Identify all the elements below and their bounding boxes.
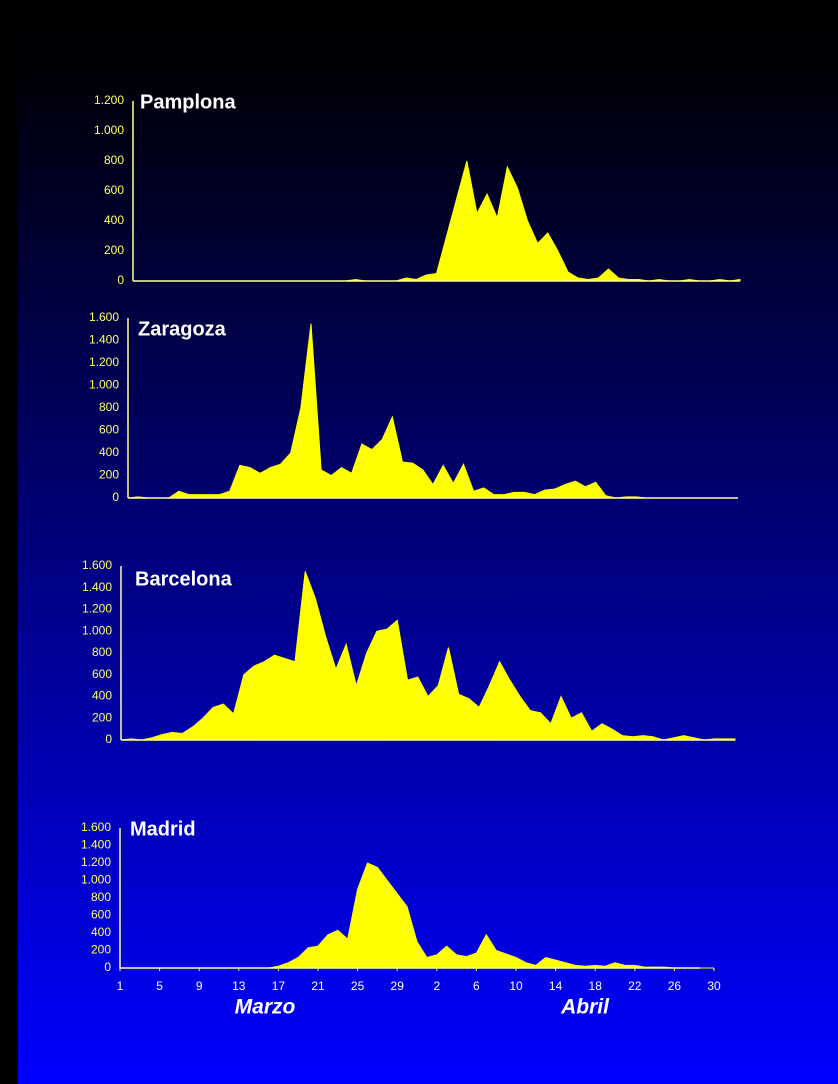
y-tick-label: 400: [104, 213, 124, 227]
y-tick-label: 1.600: [82, 558, 112, 572]
y-tick-label: 0: [104, 960, 111, 974]
y-tick-label: 0: [117, 273, 124, 287]
chart-title: Pamplona: [140, 91, 236, 113]
y-tick-label: 1.600: [81, 820, 111, 834]
y-tick-label: 1.000: [81, 873, 111, 887]
y-tick-label: 600: [99, 423, 119, 437]
x-tick-label: 6: [473, 979, 480, 993]
y-tick-label: 800: [99, 400, 119, 414]
x-tick-label: 18: [589, 979, 603, 993]
y-tick-label: 1.000: [82, 623, 112, 637]
x-tick-label: 1: [117, 979, 124, 993]
y-tick-label: 1.600: [89, 310, 119, 324]
x-tick-label: 26: [668, 979, 682, 993]
y-tick-label: 800: [92, 645, 112, 659]
y-tick-label: 0: [112, 490, 119, 504]
y-tick-label: 1.200: [81, 855, 111, 869]
y-tick-label: 1.000: [89, 378, 119, 392]
month-label: Marzo: [235, 996, 296, 1019]
y-tick-label: 200: [99, 468, 119, 482]
y-tick-label: 800: [91, 890, 111, 904]
left-border: [0, 0, 18, 1084]
x-tick-label: 30: [707, 979, 721, 993]
month-label: Abril: [560, 996, 610, 1019]
x-tick-label: 22: [628, 979, 642, 993]
x-tick-label: 5: [156, 979, 163, 993]
y-tick-label: 200: [91, 943, 111, 957]
x-tick-label: 9: [196, 979, 203, 993]
x-tick-label: 13: [232, 979, 246, 993]
y-tick-label: 400: [92, 689, 112, 703]
y-tick-label: 200: [92, 710, 112, 724]
x-tick-label: 14: [549, 979, 563, 993]
background: [18, 0, 838, 1084]
x-tick-label: 29: [391, 979, 405, 993]
x-tick-label: 10: [509, 979, 523, 993]
y-tick-label: 1.200: [94, 93, 124, 107]
y-tick-label: 400: [91, 925, 111, 939]
x-tick-label: 21: [311, 979, 325, 993]
y-tick-label: 600: [91, 908, 111, 922]
chart-title: Barcelona: [135, 568, 233, 590]
x-tick-label: 17: [272, 979, 286, 993]
y-tick-label: 600: [92, 667, 112, 681]
y-tick-label: 400: [99, 445, 119, 459]
y-tick-label: 1.400: [81, 838, 111, 852]
y-tick-label: 1.400: [89, 333, 119, 347]
y-tick-label: 0: [105, 732, 112, 746]
y-tick-label: 600: [104, 183, 124, 197]
x-tick-label: 25: [351, 979, 365, 993]
area: [120, 571, 736, 741]
y-tick-label: 800: [104, 153, 124, 167]
chart-title: Madrid: [130, 818, 196, 840]
y-tick-label: 1.400: [82, 580, 112, 594]
y-tick-label: 200: [104, 243, 124, 257]
y-tick-label: 1.000: [94, 123, 124, 137]
y-tick-label: 1.200: [89, 355, 119, 369]
chart-title: Zaragoza: [138, 318, 227, 340]
x-tick-label: 2: [433, 979, 440, 993]
y-tick-label: 1.200: [82, 602, 112, 616]
